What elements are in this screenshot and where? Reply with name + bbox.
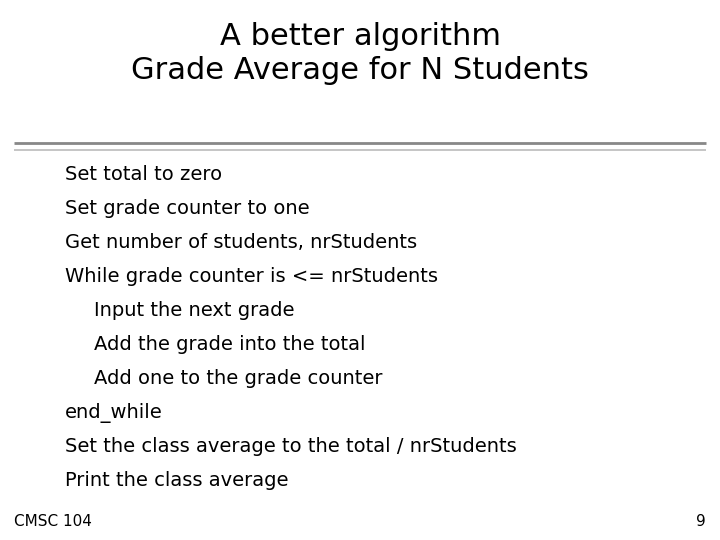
Text: Set total to zero: Set total to zero <box>65 165 222 184</box>
Text: Set grade counter to one: Set grade counter to one <box>65 199 310 218</box>
Text: 9: 9 <box>696 514 706 529</box>
Text: CMSC 104: CMSC 104 <box>14 514 92 529</box>
Text: While grade counter is <= nrStudents: While grade counter is <= nrStudents <box>65 267 438 286</box>
Text: Input the next grade: Input the next grade <box>94 301 294 320</box>
Text: Add one to the grade counter: Add one to the grade counter <box>94 369 382 388</box>
Text: A better algorithm
Grade Average for N Students: A better algorithm Grade Average for N S… <box>131 22 589 85</box>
Text: Print the class average: Print the class average <box>65 471 288 490</box>
Text: Add the grade into the total: Add the grade into the total <box>94 335 365 354</box>
Text: Set the class average to the total / nrStudents: Set the class average to the total / nrS… <box>65 437 516 456</box>
Text: Get number of students, nrStudents: Get number of students, nrStudents <box>65 233 417 252</box>
Text: end_while: end_while <box>65 403 163 423</box>
